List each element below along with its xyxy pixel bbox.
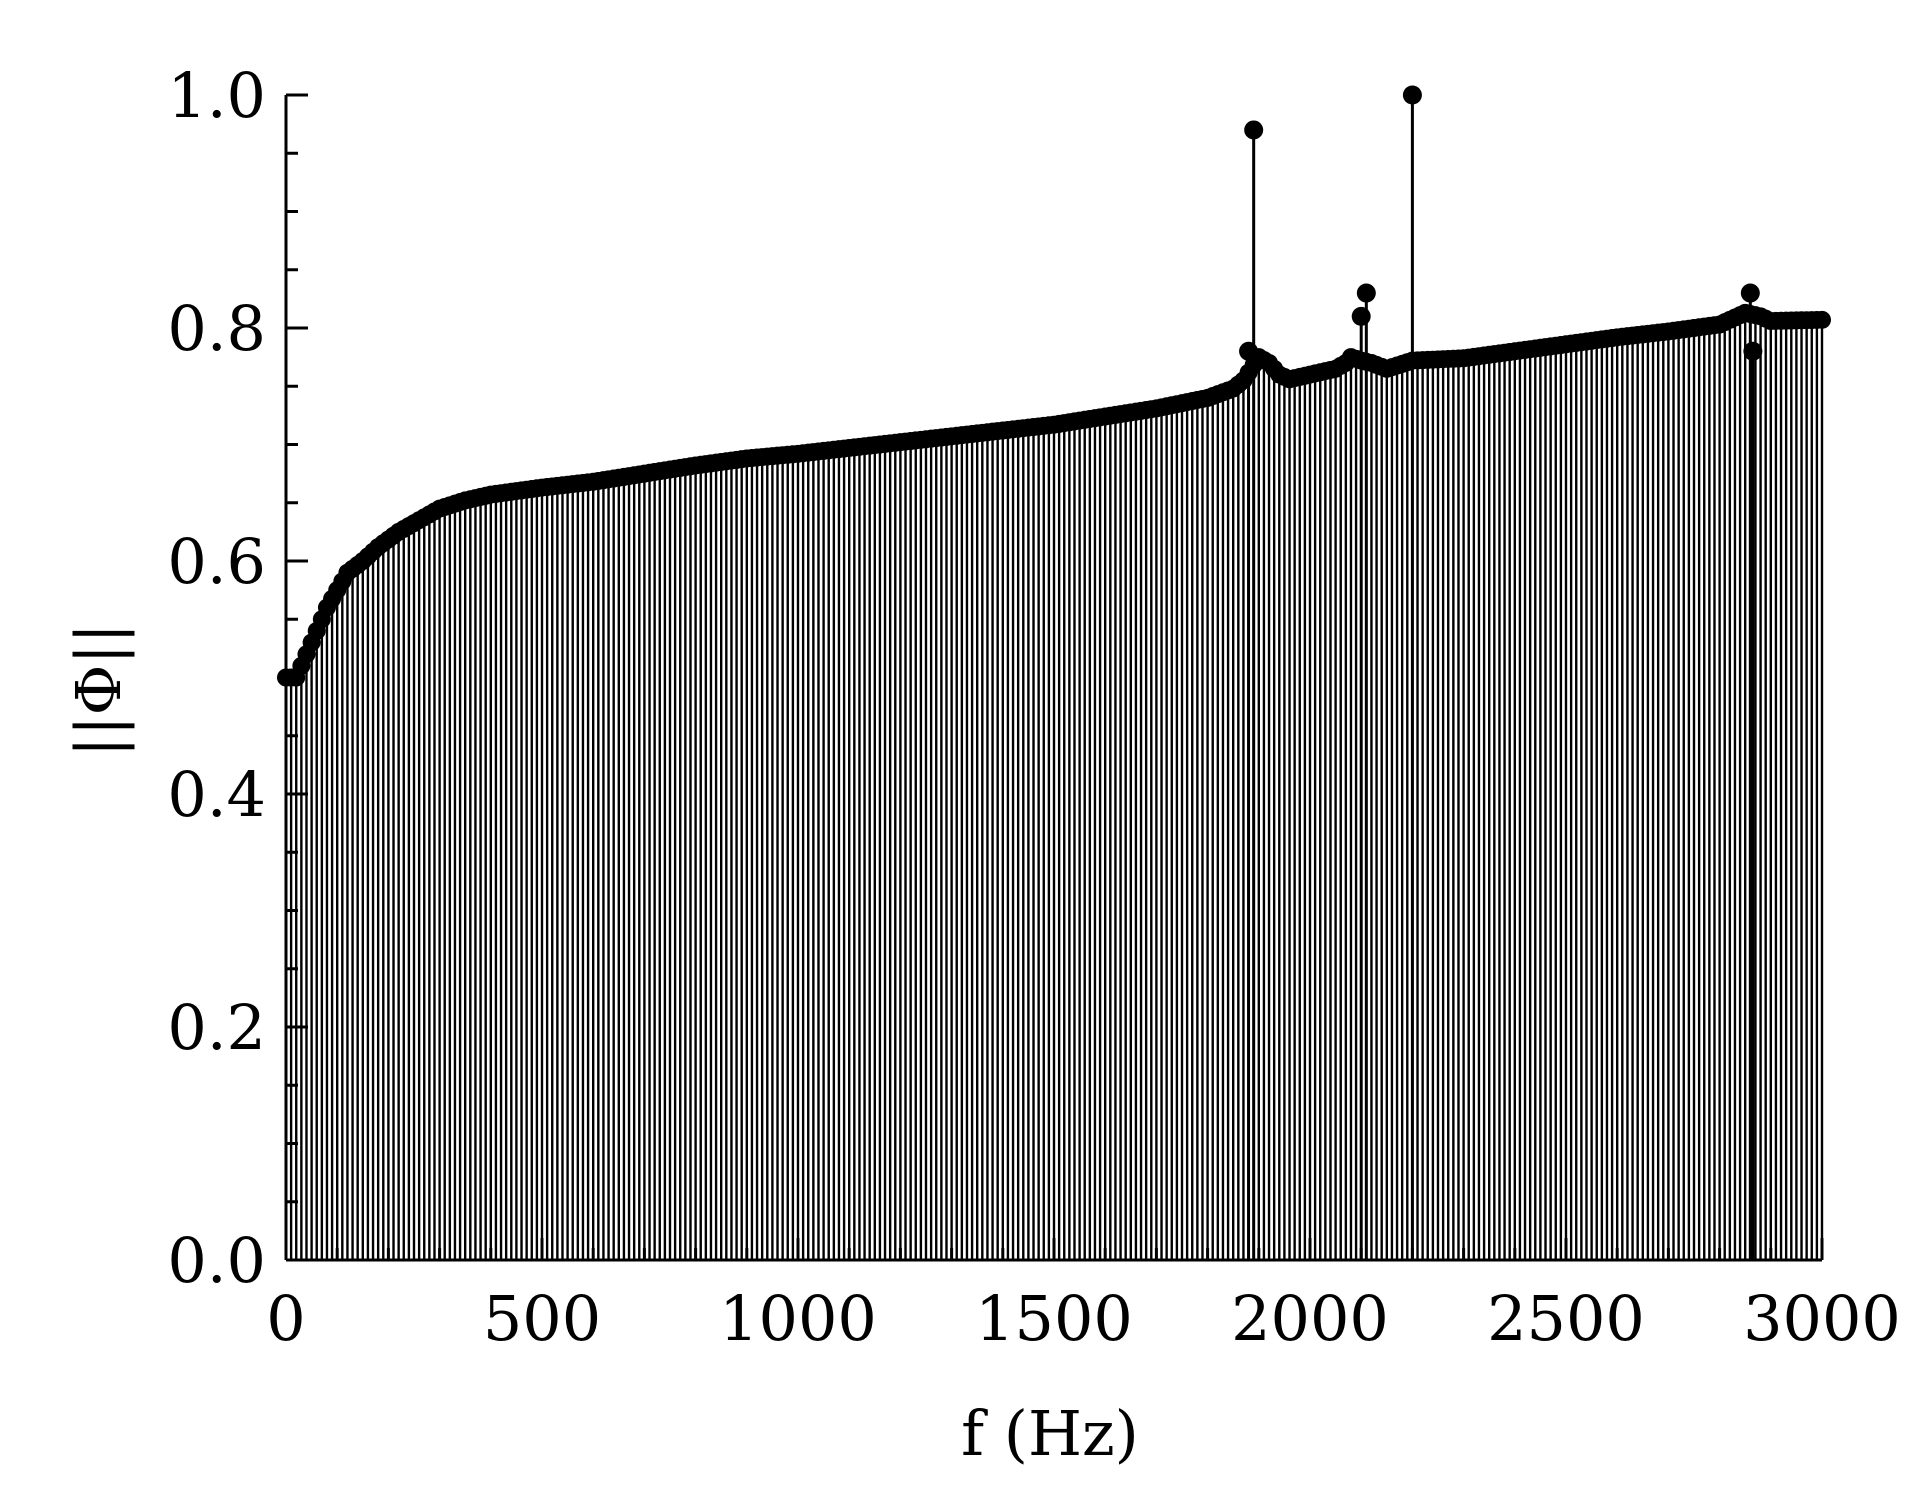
tick-marks [284,93,1824,1262]
x-tick-label: 1500 [975,1282,1133,1355]
x-tick-label: 3000 [1743,1282,1901,1355]
y-tick-label: 1.0 [167,59,266,132]
stem-lines [284,95,1824,1260]
spike-marker [1740,283,1760,303]
spike-marker [1244,120,1264,140]
x-tick-label: 1000 [719,1282,877,1355]
tick-labels: 0.0 0.2 0.4 0.6 0.8 1.0 0 500 1000 1500 2000 2500 30… [167,59,1901,1355]
y-tick-label: 0.6 [167,525,266,598]
y-tick-label: 0.0 [167,1224,266,1297]
x-tick-label: 2000 [1231,1282,1389,1355]
spike-marker [1239,341,1259,361]
stem-marker [1813,310,1831,329]
x-tick-label: 500 [483,1282,601,1355]
y-tick-label: 0.4 [167,758,266,831]
stem-markers [277,85,1831,687]
x-tick-label: 0 [266,1282,305,1355]
spike-marker [1351,306,1371,326]
y-tick-label: 0.8 [167,292,266,365]
x-axis-label: f (Hz) [961,1397,1139,1470]
spike-marker [1402,85,1422,105]
y-tick-label: 0.2 [167,991,266,1064]
y-axis-label: ||Φ|| [62,623,135,757]
x-tick-label: 2500 [1487,1282,1645,1355]
spike-marker [1743,341,1763,361]
spike-marker [1356,283,1376,303]
